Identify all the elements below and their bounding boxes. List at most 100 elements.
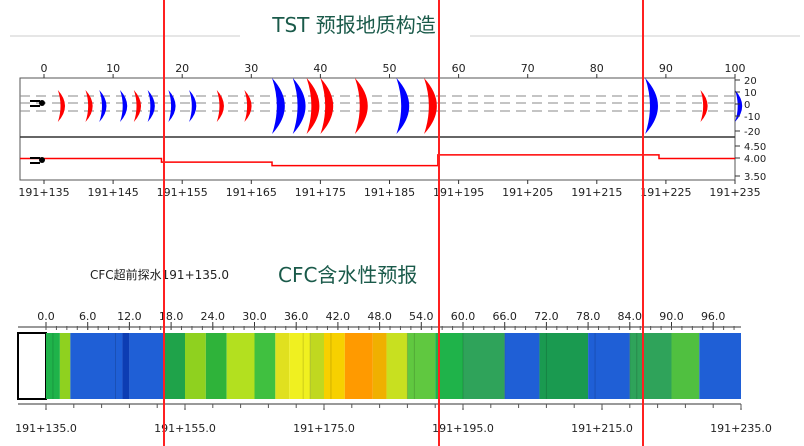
cfc-band [310,333,324,399]
cfc-band [372,333,387,399]
tst-right-tick-label: -10 [744,112,760,123]
reflector-arc [189,90,197,122]
tst-bottom-tick-label: 191+195 [433,186,484,199]
cfc-top-tick-label: 96.0 [701,310,726,323]
cfc-top-tick-label: 66.0 [492,310,517,323]
cfc-top-tick-label: 42.0 [326,310,351,323]
cfc-bottom-tick-label: 191+175.0 [293,422,355,435]
tst-bottom-tick-label: 191+155 [157,186,208,199]
tst-top-tick-label: 60 [452,62,466,75]
cfc-bottom-tick-label: 191+195.0 [432,422,494,435]
tst-bottom-tick-label: 191+145 [87,186,138,199]
tst-right-tick-label: 10 [744,88,757,99]
cfc-top-tick-label: 24.0 [201,310,226,323]
cfc-band [205,333,227,399]
cfc-top-tick-label: 72.0 [534,310,559,323]
tst-top-tick-label: 20 [175,62,189,75]
tst-top-tick-label: 50 [383,62,397,75]
tst-top-tick-label: 10 [106,62,120,75]
reflector-arc [396,78,410,134]
cfc-top-axis: 0.0 6.0 12.0 18.0 24.0 30.0 36.0 42.0 48.0 54.0 60… [18,310,741,330]
tst-right-tick-label: 0 [744,100,750,111]
cfc-bottom-tick-label: 191+155.0 [154,422,216,435]
tst-right-tick-label: -20 [744,127,760,138]
cfc-top-tick-label: 0.0 [37,310,55,323]
tst-bottom-tick-label: 191+165 [226,186,277,199]
reflector-arc [320,78,334,134]
reflector-arc [424,78,437,134]
cfc-band [70,333,123,399]
cfc-band [289,333,311,399]
cfc-band [46,333,60,399]
tst-top-tick-label: 30 [244,62,258,75]
reflector-arc [292,78,306,134]
cfc-source-box [17,332,47,400]
cfc-top-tick-label: 78.0 [576,310,601,323]
cfc-top-tick-label: 6.0 [79,310,97,323]
reflector-arc [244,90,252,122]
reflector-arc [120,90,128,122]
cfc-band [539,333,589,399]
cfc-top-tick-label: 60.0 [451,310,476,323]
cfc-top-tick-label: 48.0 [367,310,392,323]
tst-top-axis: 0 10 20 30 40 50 60 70 80 90 100 [41,62,746,78]
tst-geophone-icons [30,100,45,164]
tst-right-tick-label-lower: 4.50 [744,142,766,153]
reflector-arc [133,90,142,122]
cfc-band [129,333,165,399]
geophone-icon-lower [30,157,40,164]
reflector-arc [147,90,155,122]
cfc-band [275,333,290,399]
tst-bottom-tick-label: 191+205 [502,186,553,199]
tst-top-tick-label: 0 [41,62,48,75]
cfc-band [59,333,71,399]
reflector-arc [216,90,224,122]
tst-top-tick-label: 80 [590,62,604,75]
tst-right-tick-label-lower: 3.50 [744,172,766,183]
velocity-profile-line [20,154,735,167]
tst-bottom-tick-label: 191+235 [709,186,760,199]
cfc-bottom-tick-label: 191+215.0 [571,422,633,435]
reflector-arc [168,90,176,122]
cfc-band [504,333,540,399]
tst-top-tick-label: 40 [313,62,327,75]
cfc-bands [46,333,741,399]
cfc-bottom-tick-label: 191+135.0 [15,422,77,435]
reflector-arc [700,90,708,122]
cfc-top-tick-label: 36.0 [284,310,309,323]
cfc-label: CFC超前探水191+135.0 [90,267,229,282]
cfc-top-tick-label: 18.0 [159,310,184,323]
reflector-arc [85,90,93,122]
cfc-band [164,333,185,399]
cfc-bottom-tick-label: 191+235.0 [710,422,772,435]
cfc-band [122,333,130,399]
tst-top-tick-label: 100 [725,62,746,75]
cfc-top-tick-label: 12.0 [117,310,142,323]
cfc-band [699,333,741,399]
cfc-band [671,333,700,399]
cfc-band [254,333,276,399]
cfc-band [386,333,408,399]
tst-right-tick-label-lower: 4.00 [744,154,766,165]
cfc-top-tick-label: 54.0 [409,310,434,323]
tst-frame [19,77,736,181]
reflector-arc [99,90,107,122]
cfc-panel: 0.0 6.0 12.0 18.0 24.0 30.0 36.0 42.0 48.0 54.0 60… [15,310,772,435]
reflector-arc [645,78,658,134]
cfc-title: CFC含水性预报 [278,263,417,287]
tst-bottom-tick-label: 191+185 [364,186,415,199]
red-marker-lines [163,0,644,446]
cfc-band [629,333,672,399]
cfc-band [407,333,436,399]
tst-right-tick-label: 20 [744,76,757,87]
cfc-top-tick-label: 30.0 [242,310,267,323]
reflector-arc [306,78,320,134]
reflector-arc [272,78,285,134]
tst-reflectors [57,78,743,134]
cfc-band [588,333,630,399]
tst-bottom-tick-label: 191+225 [640,186,691,199]
tst-bottom-tick-label: 191+135 [18,186,69,199]
reflector-arc [735,90,743,122]
